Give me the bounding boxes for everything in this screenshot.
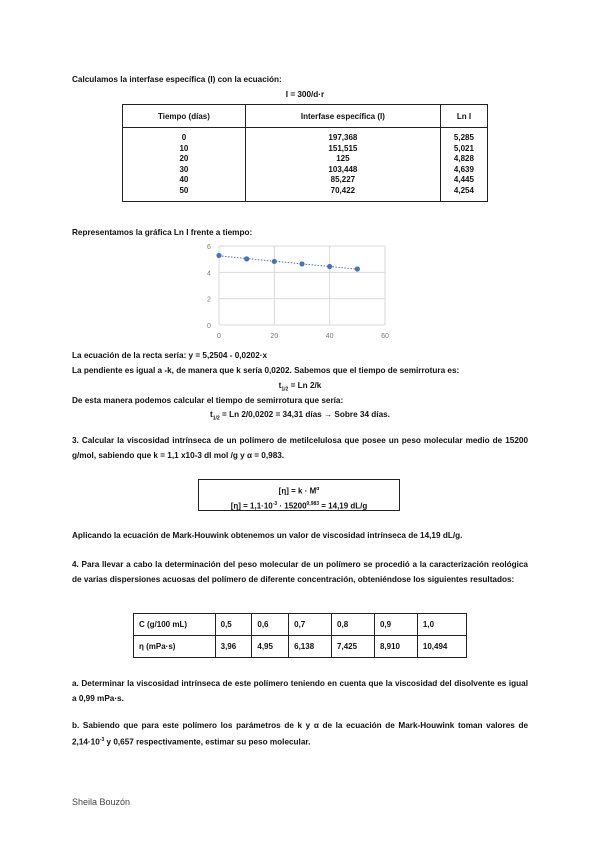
- table-cell: 70,422: [244, 185, 441, 202]
- table-cell: 0,8: [331, 613, 375, 636]
- table-cell: 10,494: [416, 635, 468, 658]
- data-point: [244, 256, 250, 262]
- col-header: Ln I: [439, 104, 488, 128]
- trendline: [218, 255, 358, 270]
- y-tick-label: 2: [207, 297, 211, 304]
- table-row: 30 103,448 4,639: [123, 164, 488, 175]
- table-cell: 125: [244, 154, 441, 165]
- question-3: 3. Calcular la viscosidad intrínseca de …: [72, 436, 528, 460]
- table-cell: η (mPa·s): [133, 635, 216, 658]
- half-life-formula: t1/2 = Ln 2/k: [278, 381, 322, 393]
- interfase-table: Tiempo (días) Interfase específica (I) Ln …: [122, 104, 488, 202]
- y-tick-label: 0: [207, 323, 211, 330]
- table-row: 20 125 4,828: [123, 154, 488, 165]
- table-cell: 5,285: [439, 127, 488, 144]
- table-row: 50 70,422 4,254: [123, 185, 488, 202]
- table-cell: 85,227: [244, 175, 441, 186]
- table-cell: 7,425: [331, 635, 375, 658]
- footer-author: Sheila Bouzón: [72, 797, 131, 807]
- question-4a: a. Determinar la viscosidad intrínseca d…: [72, 679, 528, 703]
- table-row: 0 197,368 5,285: [123, 127, 488, 144]
- table-cell: 40: [179, 175, 189, 184]
- table-cell: 30: [179, 164, 189, 174]
- table-cell: 197,368: [244, 127, 441, 144]
- y-tick-label: 4: [207, 270, 211, 277]
- table-cell: 5,021: [439, 143, 488, 154]
- table-cell: 10: [179, 143, 189, 153]
- x-tick-label: 0: [217, 333, 221, 340]
- x-tick-label: 60: [381, 333, 389, 340]
- table-row: 10 151,515 5,021: [123, 143, 488, 154]
- mark-houwink-box: [η] = k · Mα [η] = 1,1·10-3 · 152000,983…: [198, 479, 400, 511]
- table-cell: 1,0: [416, 613, 468, 636]
- table-row: C (g/100 mL) 0,5 0,6 0,7 0,8 0,9 1,0: [133, 613, 468, 636]
- table-cell: C (g/100 mL): [133, 613, 216, 636]
- table-cell: 103,448: [244, 164, 441, 175]
- data-point: [271, 258, 277, 265]
- table-cell: 50: [179, 185, 189, 195]
- half-life-result: t1/2 = Ln 2/0,0202 = 34,31 días → Sobre …: [210, 410, 390, 422]
- table-cell: 4,95: [251, 635, 290, 658]
- table-cell: 151,515: [244, 143, 441, 154]
- table-cell: 6,138: [288, 635, 333, 658]
- table-cell: 4,254: [439, 185, 488, 202]
- table-cell: 4,445: [439, 175, 488, 186]
- table-cell: 0,7: [288, 613, 333, 636]
- table-cell: 0,6: [251, 613, 290, 636]
- col-header: Tiempo (días): [122, 104, 246, 128]
- calc-text: De esta manera podemos calcular el tiemp…: [72, 396, 344, 405]
- table-cell: 4,639: [439, 164, 488, 175]
- formula-interfase: I = 300/d·r: [285, 90, 325, 99]
- table-cell: 4,828: [439, 154, 488, 165]
- table-cell: 0,5: [214, 613, 253, 636]
- table-cell: 20: [179, 154, 189, 163]
- y-tick-label: 6: [207, 244, 211, 251]
- table-row: η (mPa·s) 3,96 4,95 6,138 7,425 8,910 10,494: [133, 635, 468, 658]
- viscosity-table: C (g/100 mL) 0,5 0,6 0,7 0,8 0,9 1,0 η (mPa·s) 3…: [133, 613, 468, 658]
- x-tick-label: 20: [270, 333, 278, 340]
- data-point: [216, 252, 222, 259]
- col-header: Interfase específica (I): [244, 104, 441, 128]
- chart-intro: Representamos la gráfica Ln I frente a t…: [72, 228, 253, 237]
- table-cell: 0: [181, 133, 187, 142]
- table-row: 40 85,227 4,445: [123, 175, 488, 186]
- slope-text: La pendiente es igual a -k, de manera qu…: [72, 366, 460, 375]
- x-tick-label: 40: [326, 333, 334, 340]
- data-point: [299, 261, 305, 267]
- data-point: [327, 263, 333, 270]
- table-cell: 8,910: [373, 635, 418, 658]
- question-3-answer: Aplicando la ecuación de Mark-Houwink ob…: [72, 531, 463, 540]
- table-cell: 0,9: [373, 613, 418, 636]
- table-cell: 3,96: [214, 635, 253, 658]
- data-point: [354, 266, 360, 272]
- intro-text: Calculamos la interfase específica (I) c…: [72, 75, 282, 84]
- question-4b: b. Sabiendo que para este polímero los p…: [72, 721, 528, 747]
- line-equation: La ecuación de la recta sería: y = 5,250…: [72, 351, 268, 360]
- question-4: 4. Para llevar a cabo la determinación d…: [72, 560, 528, 584]
